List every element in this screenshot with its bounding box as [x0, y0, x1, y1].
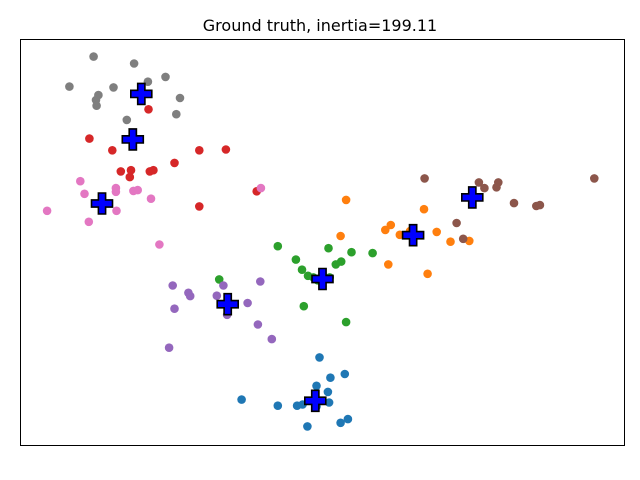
point-cluster-6-10 [84, 217, 94, 227]
point-cluster-3-3 [221, 145, 231, 154]
point-cluster-2-13 [299, 301, 309, 311]
point-cluster-7-5 [161, 72, 170, 82]
point-cluster-5-9 [452, 218, 461, 228]
point-cluster-2-4 [291, 255, 301, 264]
centroid-marker-4 [401, 223, 425, 247]
point-cluster-2-1 [324, 243, 333, 253]
point-cluster-0-10 [324, 398, 334, 407]
point-cluster-2-2 [347, 247, 356, 257]
centroid-marker-0 [130, 82, 153, 106]
point-cluster-6-5 [133, 185, 142, 195]
point-cluster-1-3 [381, 225, 390, 235]
point-cluster-6-8 [112, 206, 121, 216]
point-cluster-1-7 [446, 237, 455, 246]
point-cluster-7-9 [175, 93, 185, 103]
point-cluster-3-9 [149, 165, 158, 175]
point-cluster-4-4 [212, 291, 222, 301]
centroid-marker-6 [216, 292, 239, 316]
point-cluster-7-1 [129, 59, 139, 68]
point-cluster-5-1 [474, 178, 484, 187]
point-cluster-3-11 [195, 202, 204, 211]
point-cluster-6-0 [76, 176, 85, 186]
point-cluster-0-2 [326, 373, 335, 383]
point-cluster-0-3 [312, 381, 321, 391]
point-cluster-1-10 [384, 260, 393, 269]
point-cluster-0-5 [237, 395, 246, 404]
point-cluster-4-5 [255, 277, 265, 286]
point-cluster-0-4 [323, 387, 333, 397]
point-cluster-3-4 [170, 158, 179, 168]
point-cluster-1-0 [341, 195, 351, 205]
centroid-marker-1 [121, 128, 145, 151]
point-cluster-7-4 [143, 77, 153, 86]
point-cluster-4-0 [168, 281, 177, 290]
point-cluster-6-3 [111, 187, 121, 197]
point-cluster-5-4 [492, 183, 501, 192]
point-cluster-4-10 [267, 334, 277, 344]
point-cluster-2-7 [297, 265, 307, 275]
point-cluster-4-6 [243, 298, 252, 308]
point-cluster-0-12 [336, 418, 345, 428]
point-cluster-2-0 [273, 241, 283, 251]
point-cluster-7-2 [65, 82, 74, 91]
point-cluster-4-1 [219, 281, 228, 290]
point-cluster-3-1 [108, 146, 117, 155]
point-cluster-5-7 [535, 200, 545, 210]
point-cluster-1-2 [386, 220, 396, 230]
point-cluster-0-6 [273, 401, 283, 411]
point-cluster-4-9 [253, 320, 263, 329]
point-cluster-6-11 [155, 240, 164, 249]
centroid-marker-2 [90, 192, 114, 215]
centroid-marker-7 [460, 186, 484, 209]
point-cluster-7-10 [172, 109, 181, 119]
point-cluster-4-3 [185, 291, 195, 301]
point-cluster-0-0 [315, 353, 324, 362]
centroid-marker-3 [303, 389, 327, 413]
point-cluster-7-8 [92, 101, 101, 110]
point-cluster-3-2 [195, 146, 204, 155]
point-cluster-3-5 [116, 167, 126, 176]
point-cluster-3-12 [144, 105, 153, 114]
centroids-layer [90, 82, 484, 413]
point-cluster-3-0 [85, 134, 94, 143]
point-cluster-2-6 [331, 260, 341, 269]
chart-title: Ground truth, inertia=199.11 [203, 16, 437, 35]
point-cluster-1-9 [336, 231, 345, 241]
point-cluster-6-1 [80, 189, 89, 199]
point-cluster-7-11 [122, 115, 132, 125]
point-cluster-3-6 [126, 165, 136, 175]
point-cluster-2-14 [341, 317, 351, 327]
point-cluster-5-0 [420, 174, 429, 183]
plot-area-frame [20, 39, 625, 446]
point-cluster-2-12 [214, 275, 224, 284]
point-cluster-6-7 [256, 183, 266, 193]
point-cluster-3-7 [125, 172, 135, 182]
point-cluster-4-7 [170, 304, 179, 314]
point-cluster-1-6 [432, 227, 442, 237]
points-layer [42, 52, 599, 431]
point-cluster-7-0 [89, 52, 98, 61]
point-cluster-5-10 [458, 234, 468, 244]
point-cluster-6-6 [146, 194, 156, 203]
centroid-marker-5 [311, 267, 334, 291]
point-cluster-5-8 [590, 174, 599, 183]
point-cluster-2-3 [368, 248, 377, 258]
point-cluster-0-1 [340, 369, 350, 379]
point-cluster-0-13 [303, 422, 312, 431]
point-cluster-1-1 [419, 204, 429, 214]
point-cluster-0-11 [343, 414, 353, 424]
point-cluster-5-2 [480, 183, 489, 193]
point-cluster-5-5 [509, 198, 519, 208]
point-cluster-4-11 [164, 343, 174, 353]
point-cluster-7-3 [109, 83, 118, 92]
point-cluster-1-11 [423, 269, 432, 279]
point-cluster-6-9 [42, 206, 52, 216]
